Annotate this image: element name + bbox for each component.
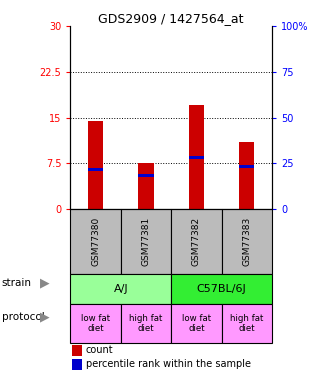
Bar — [239, 142, 254, 209]
Bar — [222, 209, 272, 274]
Text: high fat
diet: high fat diet — [129, 314, 163, 333]
Text: A/J: A/J — [114, 284, 128, 294]
Text: ▶: ▶ — [40, 310, 50, 323]
Text: GSM77380: GSM77380 — [91, 217, 100, 266]
Bar — [139, 163, 154, 209]
Bar — [239, 165, 254, 168]
Bar — [70, 304, 121, 343]
Bar — [189, 105, 204, 209]
Bar — [121, 209, 171, 274]
Text: protocol: protocol — [2, 312, 44, 322]
Bar — [70, 274, 171, 304]
Bar — [121, 304, 171, 343]
Text: low fat
diet: low fat diet — [81, 314, 110, 333]
Bar — [171, 209, 221, 274]
Title: GDS2909 / 1427564_at: GDS2909 / 1427564_at — [99, 12, 244, 25]
Bar — [171, 274, 272, 304]
Text: strain: strain — [2, 278, 32, 288]
Bar — [88, 121, 103, 209]
Text: ▶: ▶ — [40, 277, 50, 290]
Bar — [189, 156, 204, 159]
Text: C57BL/6J: C57BL/6J — [197, 284, 246, 294]
Text: high fat
diet: high fat diet — [230, 314, 263, 333]
Bar — [139, 174, 154, 177]
Text: GSM77381: GSM77381 — [141, 217, 150, 266]
Bar — [88, 168, 103, 171]
Bar — [70, 209, 121, 274]
Text: percentile rank within the sample: percentile rank within the sample — [85, 359, 251, 369]
Text: GSM77382: GSM77382 — [192, 217, 201, 266]
Bar — [72, 359, 83, 370]
Text: GSM77383: GSM77383 — [242, 217, 251, 266]
Bar — [72, 345, 83, 355]
Bar — [171, 304, 221, 343]
Text: low fat
diet: low fat diet — [182, 314, 211, 333]
Text: count: count — [85, 345, 113, 355]
Bar — [222, 304, 272, 343]
